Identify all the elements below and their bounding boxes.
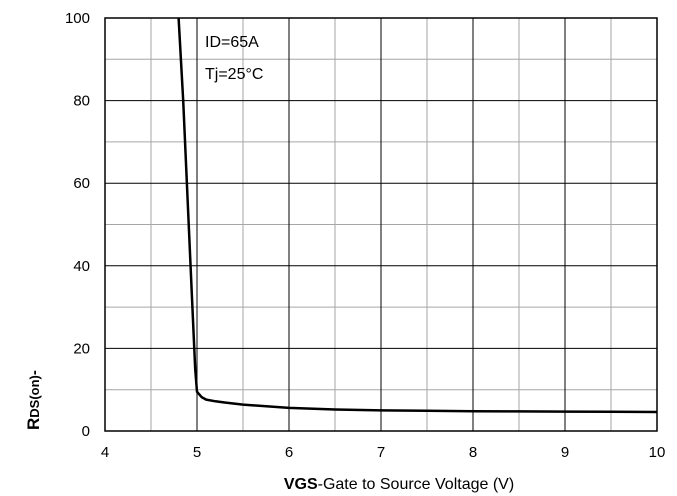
y-tick-label: 60 (73, 175, 90, 192)
x-axis-label-bold: VGS (284, 476, 318, 493)
x-tick-label: 5 (193, 444, 201, 461)
rdson-curve (177, 17, 658, 414)
y-tick-label: 20 (73, 340, 90, 357)
y-axis-label-rest: - (26, 370, 43, 375)
y-tick-label: 40 (73, 258, 90, 275)
x-tick-label: 4 (101, 444, 109, 461)
plot-frame (104, 17, 658, 432)
x-tick-label: 10 (649, 444, 666, 461)
major-grid (105, 18, 657, 431)
y-tick-labels: 0 20 40 60 80 100 (65, 10, 90, 440)
x-tick-labels: 4 5 6 7 8 9 10 (101, 444, 666, 461)
x-tick-label: 8 (469, 444, 477, 461)
x-axis-label-rest: -Gate to Source Voltage (V) (318, 476, 515, 493)
y-tick-label: 100 (65, 10, 90, 27)
annotation-tj: Tj=25°C (205, 66, 263, 83)
y-tick-label: 0 (82, 423, 90, 440)
x-tick-label: 6 (285, 444, 293, 461)
y-axis-label-bold: R (24, 418, 43, 430)
y-axis-label-sub: DS(on) (27, 375, 42, 418)
y-tick-label: 80 (73, 93, 90, 110)
x-axis-label: VGS-Gate to Source Voltage (V) (284, 476, 514, 493)
x-tick-label: 9 (561, 444, 569, 461)
x-tick-label: 7 (377, 444, 385, 461)
y-axis-label: RDS(on)- (24, 370, 43, 430)
annotation-id: ID=65A (205, 34, 259, 51)
